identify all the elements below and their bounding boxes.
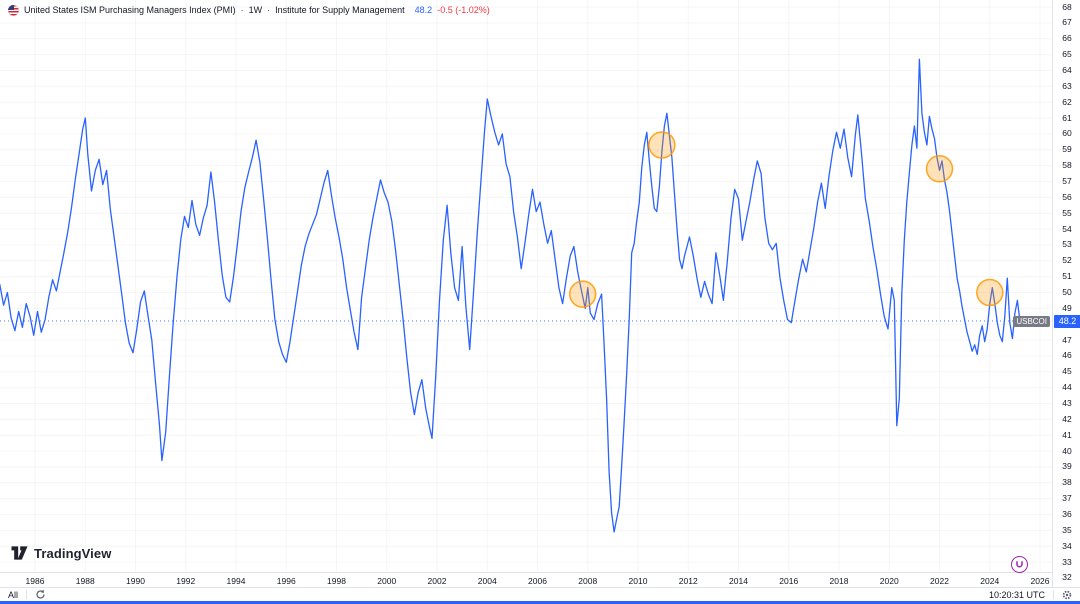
price-axis-label: 48.2 [1054,314,1080,328]
y-axis-tick: 61 [1062,112,1072,123]
y-axis-tick: 59 [1062,144,1072,155]
highlight-circle [925,155,954,183]
x-axis-tick: 2000 [377,576,397,586]
magnet-button[interactable] [1011,556,1028,573]
toolbar-separator [1053,590,1054,599]
y-axis-tick: 58 [1062,160,1072,171]
x-axis-tick: 2026 [1030,576,1050,586]
highlight-circle [648,131,676,159]
pmi-line-chart[interactable] [0,0,1052,572]
x-axis-tick: 1996 [276,576,296,586]
y-axis-tick: 43 [1062,398,1072,409]
y-axis-tick: 36 [1062,509,1072,520]
timezone-settings-button[interactable] [1062,590,1072,600]
y-axis-tick: 39 [1062,461,1072,472]
y-axis-tick: 45 [1062,366,1072,377]
y-axis-tick: 65 [1062,49,1072,60]
x-axis-tick: 2004 [477,576,497,586]
us-flag-icon [8,4,19,16]
y-axis-tick: 62 [1062,96,1072,107]
y-axis-tick: 49 [1062,302,1072,313]
interval-label[interactable]: 1W [248,5,263,15]
last-price-value: 48.2 [414,5,433,15]
x-axis-tick: 2020 [879,576,899,586]
x-axis-tick: 2012 [678,576,698,586]
legend-separator: · [267,5,271,15]
tradingview-watermark-text: TradingView [34,545,112,561]
y-axis-tick: 66 [1062,33,1072,44]
y-axis-tick: 41 [1062,429,1072,440]
clock-utc[interactable]: 10:20:31 UTC [988,589,1045,600]
x-axis-tick: 2010 [628,576,648,586]
x-axis-tick: 2006 [528,576,547,586]
go-to-date-icon [36,589,45,599]
go-to-date-button[interactable] [35,589,46,600]
y-axis-tick: 33 [1062,556,1072,567]
window-accent-strip [0,601,1080,604]
y-axis-tick: 40 [1062,445,1072,456]
toolbar-separator [26,590,28,599]
x-axis-tick: 2002 [427,576,447,586]
x-axis-tick: 2016 [779,576,799,586]
y-axis-tick: 53 [1062,239,1072,250]
tradingview-logo-icon [11,546,28,560]
y-axis-tick: 47 [1062,334,1072,345]
x-axis-tick: 1988 [75,576,95,586]
x-axis-tick: 2008 [578,576,598,586]
y-axis-tick: 37 [1062,493,1072,504]
y-axis-tick: 68 [1062,1,1072,12]
symbol-legend[interactable]: United States ISM Purchasing Managers In… [8,4,490,16]
x-axis-tick: 1994 [226,576,246,586]
y-axis-tick: 51 [1062,271,1072,282]
source-label: Institute for Supply Management [275,5,405,15]
y-axis-tick: 46 [1062,350,1072,361]
x-axis-tick: 2022 [930,576,949,586]
y-axis-tick: 60 [1062,128,1072,139]
bottom-toolbar: All 10:20:31 UTC [0,587,1080,601]
price-change-value: -0.5 (-1.02%) [437,5,490,15]
y-axis-tick: 42 [1062,413,1072,424]
range-all-button[interactable]: All [8,589,19,600]
tradingview-watermark[interactable]: TradingView [10,545,111,561]
x-axis-tick: 1986 [25,576,45,586]
x-axis-tick: 2018 [829,576,849,586]
magnet-icon [1016,561,1023,568]
y-axis-tick: 50 [1062,286,1072,297]
y-axis-tick: 34 [1062,540,1072,551]
x-axis-tick: 1990 [126,576,145,586]
price-axis[interactable]: 48.2 68 67 66 65 64 63 62 61 60 59 58 57 56 55 54 53 52 5… [1052,0,1080,587]
highlight-circle [976,278,1004,307]
x-axis-tick: 1998 [327,576,346,586]
highlight-circle [568,280,597,308]
y-axis-tick: 63 [1062,80,1072,91]
series-value-label: USBCOI [1013,315,1050,327]
gear-icon [1062,590,1072,599]
y-axis-tick: 44 [1062,382,1072,393]
y-axis-tick: 32 [1062,572,1072,583]
y-axis-tick: 52 [1062,255,1072,266]
symbol-title[interactable]: United States ISM Purchasing Managers In… [24,5,236,15]
time-axis[interactable]: 1986 1988 1990 1992 1994 1996 1998 2000 2002 2004… [0,572,1052,588]
x-axis-tick: 2024 [980,576,1000,586]
y-axis-tick: 54 [1062,223,1072,234]
y-axis-tick: 57 [1062,175,1072,186]
y-axis-tick: 64 [1062,64,1072,75]
y-axis-tick: 35 [1062,524,1072,535]
y-axis-tick: 55 [1062,207,1072,218]
y-axis-tick: 38 [1062,477,1072,488]
y-axis-tick: 67 [1062,17,1072,28]
legend-separator: · [240,5,244,15]
y-axis-tick: 56 [1062,191,1072,202]
x-axis-tick: 1992 [176,576,196,586]
x-axis-tick: 2014 [729,576,748,586]
